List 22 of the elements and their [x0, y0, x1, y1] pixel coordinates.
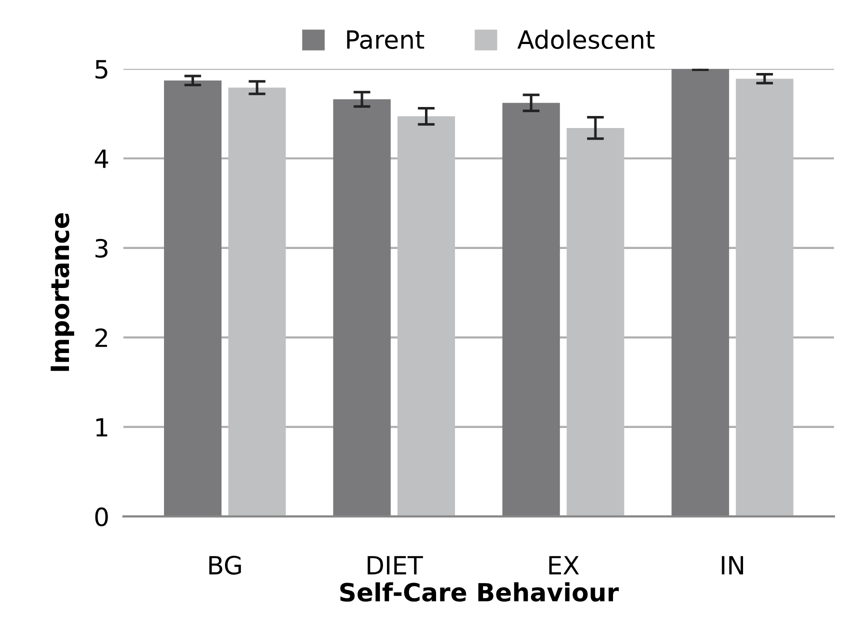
legend-label: Adolescent: [517, 30, 655, 50]
bar: [333, 99, 391, 516]
bar: [397, 116, 455, 516]
y-tick-label: 0: [95, 507, 108, 526]
bar: [502, 102, 560, 516]
bar: [736, 78, 794, 516]
y-tick-label: 3: [96, 238, 108, 258]
x-tick-label: DIET: [368, 556, 424, 574]
y-tick-label: 1: [96, 418, 108, 436]
y-tick-label: 5: [96, 60, 108, 79]
y-axis-title: Importance: [50, 213, 74, 371]
bar: [672, 68, 730, 516]
bar: [566, 128, 624, 516]
bar: [228, 88, 286, 516]
x-tick-label: EX: [549, 556, 579, 574]
x-tick-label: BG: [209, 556, 241, 575]
legend-label: Parent: [347, 30, 424, 50]
bar: [164, 80, 222, 516]
y-tick-label: 4: [94, 150, 108, 168]
y-tick-label: 2: [95, 328, 107, 347]
x-axis-title: Self-Care Behaviour: [340, 582, 619, 602]
x-tick-label: IN: [722, 556, 744, 574]
